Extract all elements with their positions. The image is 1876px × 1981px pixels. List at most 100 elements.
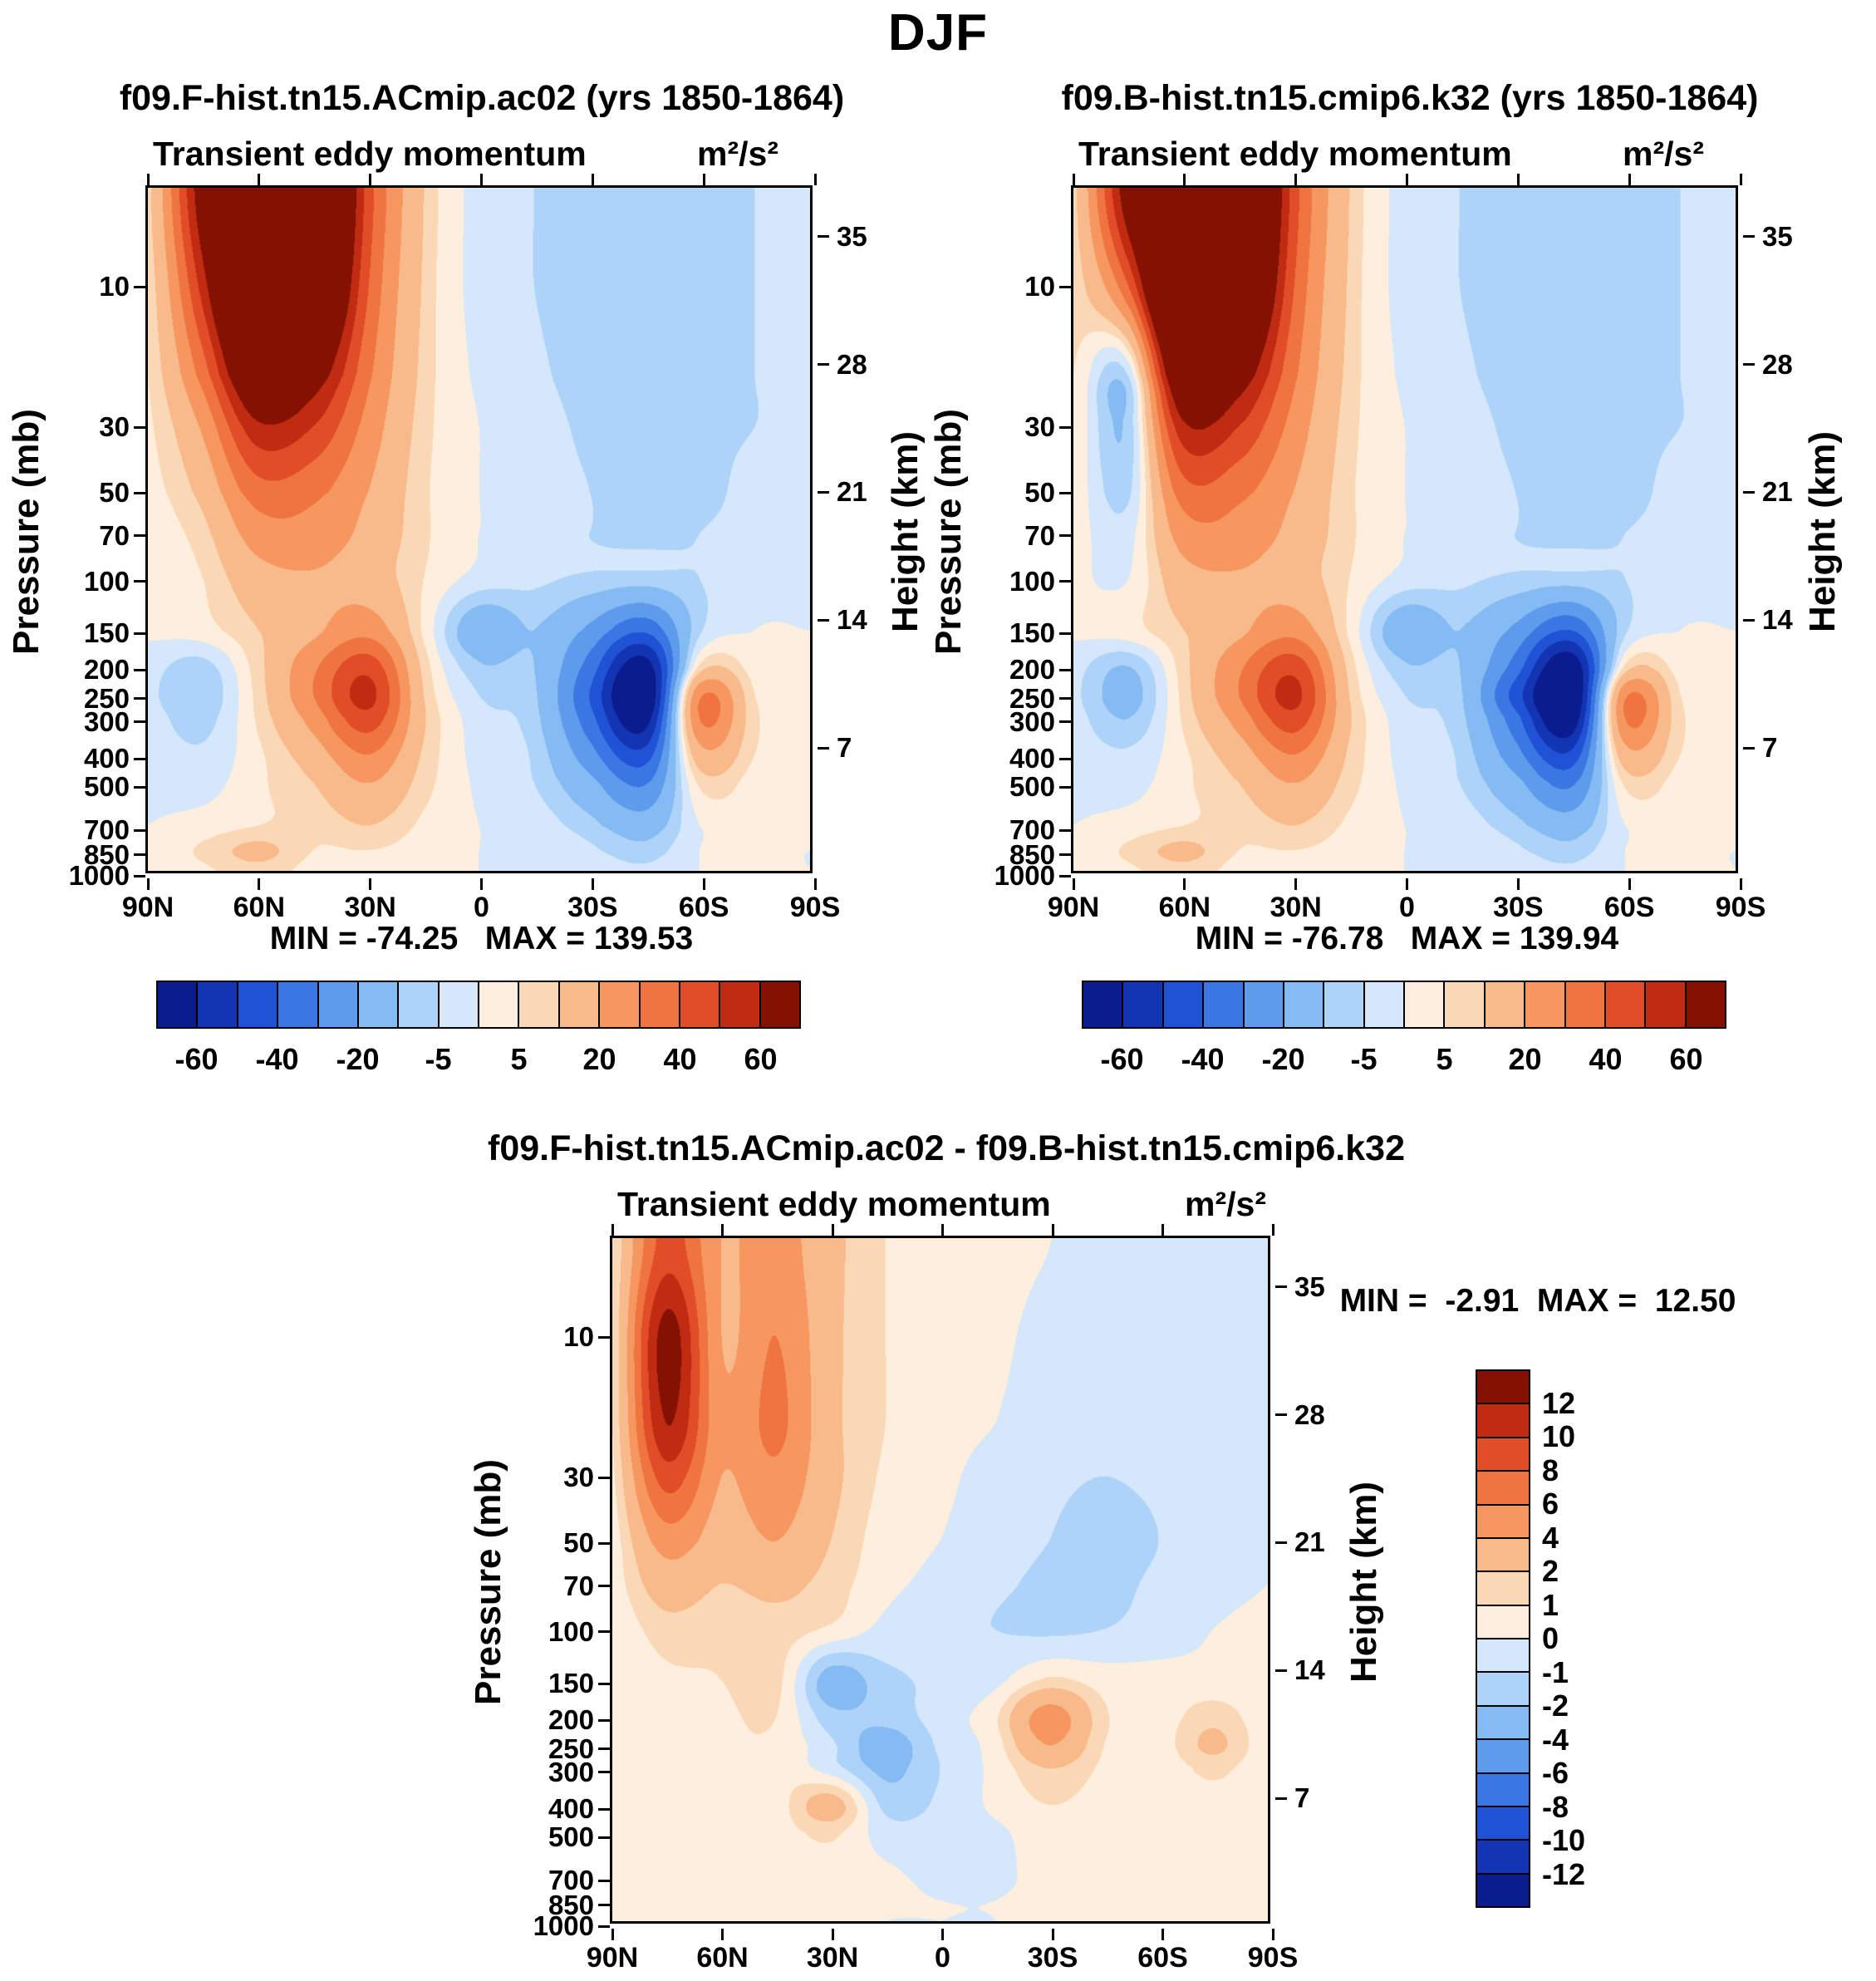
pressure-tick-label: 100 (1009, 565, 1055, 597)
latitude-tick-label: 60S (678, 892, 729, 923)
colorbar-tick-label: -8 (1542, 1789, 1569, 1824)
pressure-tick (134, 491, 145, 494)
pressure-tick (1059, 785, 1071, 789)
latitude-tick-label: 30N (806, 1942, 859, 1974)
latitude-tick-top (1406, 174, 1408, 185)
latitude-tick-label: 0 (474, 892, 489, 923)
latitude-tick-label: 30S (1493, 892, 1544, 923)
pressure-tick (1059, 720, 1071, 724)
pressure-tick-label: 50 (563, 1527, 594, 1559)
latitude-tick-top (721, 1224, 724, 1236)
height-tick (1275, 1413, 1287, 1417)
latitude-tick-bottom (702, 878, 705, 890)
pressure-tick-label: 10 (1024, 271, 1055, 302)
colorbar-strip (1476, 1369, 1530, 1908)
height-tick-label: 28 (1294, 1398, 1325, 1430)
height-tick-label: 7 (837, 732, 852, 764)
colorbar-box (1477, 1404, 1529, 1438)
latitude-tick-bottom (1516, 878, 1520, 890)
latitude-tick-label: 60S (1603, 892, 1655, 923)
pressure-tick (1059, 285, 1071, 288)
latitude-tick-top (813, 174, 817, 185)
latitude-tick-top (1739, 174, 1742, 185)
colorbar-box (1686, 982, 1725, 1027)
colorbar-tick-label: -1 (1542, 1654, 1569, 1689)
pressure-tick (598, 1585, 610, 1588)
colorbar-tick-label: 60 (1669, 1042, 1703, 1076)
pressure-tick-label: 250 (548, 1733, 594, 1764)
latitude-tick-bottom (480, 878, 483, 890)
diff-stats: MIN = -2.91 MAX = 12.50 (1339, 1283, 1736, 1319)
pressure-tick (598, 1630, 610, 1634)
colorbar-tick-label: 40 (663, 1042, 697, 1076)
height-tick (1743, 363, 1755, 366)
latitude-tick-top (480, 174, 483, 185)
colorbar-tick-label: -5 (1350, 1042, 1378, 1076)
diff-panel-title: f09.F-hist.tn15.ACmip.ac02 - f09.B-hist.… (488, 1128, 1405, 1168)
pressure-axis-title-text: Pressure (mb) (928, 409, 970, 655)
height-tick (818, 235, 829, 238)
latitude-tick-label: 30N (344, 892, 396, 923)
colorbar-box (1525, 982, 1566, 1027)
pressure-tick-label: 150 (83, 617, 130, 649)
pressure-tick-label: 100 (548, 1615, 594, 1647)
latitude-tick-label: 60S (1137, 1942, 1188, 1974)
pressure-tick (134, 720, 145, 724)
colorbar-tick-label: 12 (1542, 1385, 1576, 1420)
colorbar-tick-label: 5 (1436, 1042, 1453, 1076)
height-tick (818, 490, 829, 494)
contour-canvas-right (1073, 188, 1736, 871)
latitude-tick-bottom (1628, 878, 1631, 890)
pressure-tick (134, 425, 145, 429)
colorbar-box (1477, 1472, 1529, 1506)
pressure-tick-label: 400 (548, 1793, 594, 1825)
latitude-tick-bottom (1294, 878, 1298, 890)
height-tick (1743, 746, 1755, 750)
pressure-tick (598, 1335, 610, 1339)
latitude-tick-label: 90S (1247, 1942, 1299, 1974)
height-tick (1275, 1669, 1287, 1672)
latitude-tick-label: 90N (121, 892, 174, 923)
pressure-axis-title-text: Pressure (mb) (6, 409, 47, 655)
latitude-tick-label: 30S (1027, 1942, 1078, 1974)
latitude-tick-label: 30N (1269, 892, 1322, 923)
pressure-axis-title: Pressure (mb) (2, 185, 52, 878)
colorbar-box (1477, 1673, 1529, 1707)
colorbar-box (1477, 1639, 1529, 1674)
colorbar-tick-label: -5 (425, 1042, 452, 1076)
colorbar-diff: 12 10 8 6 4 2 1 0 -1 -2 -4 -6 -8 -10 -12 (1476, 1369, 1642, 1908)
height-tick-label: 35 (1294, 1271, 1325, 1302)
colorbar-left: -60 -40 -20 -5 5 20 40 60 (156, 981, 801, 1097)
pressure-tick (1059, 828, 1071, 832)
units-label: m²/s² (697, 135, 778, 173)
latitude-tick-bottom (1161, 1929, 1164, 1940)
pressure-tick (1059, 668, 1071, 671)
pressure-tick-label: 500 (548, 1821, 594, 1853)
pressure-tick-label: 10 (563, 1321, 594, 1353)
colorbar-box (318, 982, 359, 1027)
colorbar-box (278, 982, 319, 1027)
pressure-axis-title-text: Pressure (mb) (468, 1459, 509, 1705)
pressure-tick (1059, 697, 1071, 700)
latitude-tick-top (369, 174, 372, 185)
colorbar-box (158, 982, 199, 1027)
latitude-tick-bottom (591, 878, 594, 890)
colorbar-box (1284, 982, 1325, 1027)
contour-canvas-diff (612, 1238, 1268, 1921)
colorbar-box (1477, 1572, 1529, 1606)
latitude-tick-top (941, 1224, 944, 1236)
latitude-tick-label: 30S (567, 892, 618, 923)
height-axis-title-text: Height (km) (885, 431, 926, 632)
colorbar-box (760, 982, 799, 1027)
colorbar-box (519, 982, 560, 1027)
pressure-tick (598, 1879, 610, 1882)
panel-right-title: f09.B-hist.tn15.cmip6.k32 (yrs 1850-1864… (1061, 78, 1759, 118)
latitude-tick-top (258, 174, 261, 185)
colorbar-box (1405, 982, 1446, 1027)
colorbar-tick-label: 20 (582, 1042, 616, 1076)
latitude-tick-top (702, 174, 705, 185)
pressure-tick (134, 785, 145, 789)
pressure-tick-label: 50 (1024, 477, 1055, 509)
colorbar-box (1477, 1371, 1529, 1405)
latitude-tick-top (1628, 174, 1631, 185)
